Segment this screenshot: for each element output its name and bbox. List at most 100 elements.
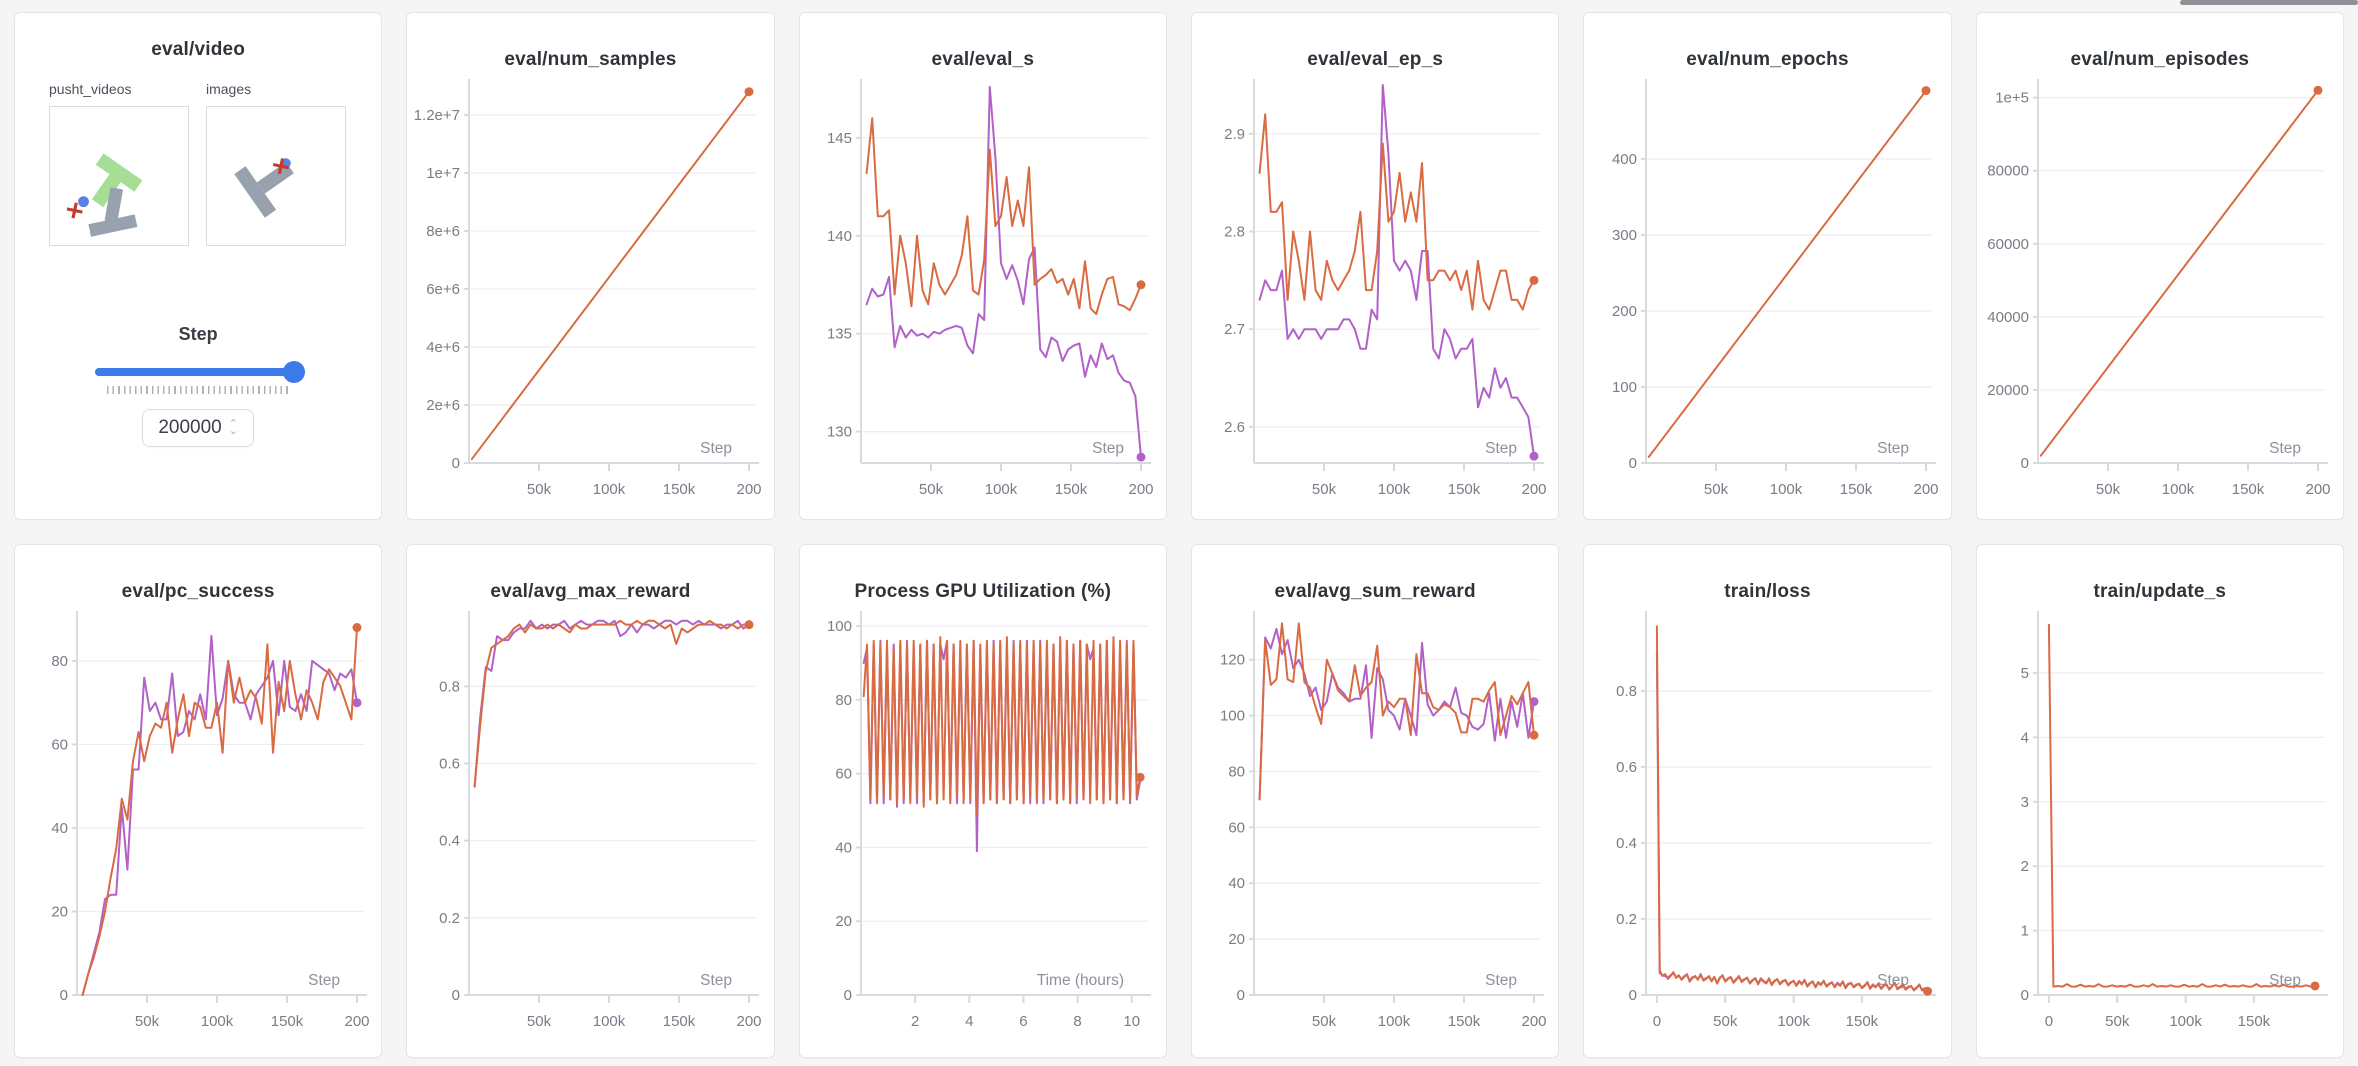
svg-text:50k: 50k bbox=[2096, 481, 2121, 498]
chart-canvas-eval-avg-max-reward[interactable]: 0 0.2 0.4 0.6 0.8 50k 100k 150k 200 Step bbox=[413, 603, 768, 1047]
chart-canvas-eval-pc-success[interactable]: 0 20 40 60 80 50k 100k 150k 200 Step bbox=[21, 603, 376, 1047]
panel-eval-eval-s: eval/eval_s 130 135 140 145 50k 100k 150k 200 St… bbox=[798, 12, 1167, 520]
svg-text:80: 80 bbox=[1228, 763, 1245, 780]
svg-text:100: 100 bbox=[827, 618, 852, 635]
chart-canvas-process-gpu-utilization[interactable]: 0 20 40 60 80 100 2 4 6 8 10 Time (hours) bbox=[805, 603, 1160, 1047]
goal-cross-icon bbox=[272, 158, 289, 175]
svg-text:20000: 20000 bbox=[1988, 382, 2030, 399]
step-slider-track[interactable] bbox=[95, 368, 302, 376]
svg-text:150k: 150k bbox=[663, 481, 696, 498]
svg-text:5: 5 bbox=[2021, 665, 2029, 682]
svg-text:0.4: 0.4 bbox=[1616, 835, 1637, 852]
media-images: images bbox=[206, 81, 346, 246]
step-number-input[interactable]: 200000 ⌃ ⌄ bbox=[142, 409, 255, 447]
svg-text:150k: 150k bbox=[270, 1013, 303, 1030]
svg-text:40000: 40000 bbox=[1988, 309, 2030, 326]
svg-text:140: 140 bbox=[827, 228, 852, 245]
chart-canvas-eval-num-epochs[interactable]: 0 100 200 300 400 50k 100k 150k 200 Step bbox=[1590, 71, 1945, 515]
chart-canvas-eval-eval-ep-s[interactable]: 2.6 2.7 2.8 2.9 50k 100k 150k 200 Step bbox=[1198, 71, 1553, 515]
step-slider[interactable] bbox=[95, 361, 306, 383]
svg-text:4e+6: 4e+6 bbox=[426, 339, 460, 356]
pusht-video-thumbnail[interactable] bbox=[49, 106, 189, 246]
svg-text:0.6: 0.6 bbox=[1616, 759, 1637, 776]
svg-text:50k: 50k bbox=[2106, 1013, 2131, 1030]
svg-text:0.8: 0.8 bbox=[1616, 683, 1637, 700]
svg-text:0.2: 0.2 bbox=[1616, 911, 1637, 928]
svg-text:0: 0 bbox=[1653, 1013, 1661, 1030]
svg-text:Step: Step bbox=[2269, 972, 2301, 989]
images-thumbnail[interactable] bbox=[206, 106, 346, 246]
svg-text:130: 130 bbox=[827, 424, 852, 441]
panel-train-update-s: train/update_s 0 1 2 3 4 5 0 50k 100k 150k Step bbox=[1975, 544, 2344, 1058]
svg-text:100k: 100k bbox=[593, 481, 626, 498]
svg-text:Step: Step bbox=[2269, 440, 2301, 457]
svg-text:150k: 150k bbox=[1447, 1013, 1480, 1030]
step-value: 200000 bbox=[158, 417, 222, 438]
stepper-up-icon[interactable]: ⌃ bbox=[228, 418, 238, 430]
panel-eval-eval-ep-s: eval/eval_ep_s 2.6 2.7 2.8 2.9 50k 100k 150k 20… bbox=[1191, 12, 1560, 520]
panel-eval-num-episodes: eval/num_episodes 0 20000 40000 60000 80000 1… bbox=[1975, 12, 2344, 520]
svg-text:80: 80 bbox=[836, 692, 853, 709]
svg-text:80: 80 bbox=[51, 653, 68, 670]
svg-text:2.6: 2.6 bbox=[1224, 419, 1245, 436]
svg-text:6: 6 bbox=[1020, 1013, 1028, 1030]
svg-text:4: 4 bbox=[2021, 729, 2029, 746]
svg-text:3: 3 bbox=[2021, 794, 2029, 811]
svg-text:2e+6: 2e+6 bbox=[426, 397, 460, 414]
svg-text:200: 200 bbox=[2306, 481, 2331, 498]
green-tee-icon bbox=[91, 153, 143, 208]
svg-text:Time (hours): Time (hours) bbox=[1037, 972, 1124, 989]
panel-process-gpu-utilization: Process GPU Utilization (%) 0 20 40 60 80 100… bbox=[798, 544, 1167, 1058]
svg-text:0: 0 bbox=[1236, 987, 1244, 1004]
svg-text:60: 60 bbox=[1228, 819, 1245, 836]
svg-text:60000: 60000 bbox=[1988, 236, 2030, 253]
svg-text:150k: 150k bbox=[2238, 1013, 2271, 1030]
svg-text:200: 200 bbox=[1521, 1013, 1546, 1030]
chart-title: eval/pc_success bbox=[121, 581, 275, 602]
svg-text:150k: 150k bbox=[1447, 481, 1480, 498]
chart-canvas-eval-avg-sum-reward[interactable]: 0 20 40 60 80 100 120 50k 100k 150k 200 Step bbox=[1198, 603, 1553, 1047]
svg-text:0: 0 bbox=[452, 987, 460, 1004]
svg-text:0.8: 0.8 bbox=[439, 678, 460, 695]
svg-text:10: 10 bbox=[1124, 1013, 1141, 1030]
svg-text:2: 2 bbox=[911, 1013, 919, 1030]
svg-text:6e+6: 6e+6 bbox=[426, 281, 460, 298]
chart-title: eval/num_episodes bbox=[2070, 49, 2250, 70]
svg-text:40: 40 bbox=[1228, 875, 1245, 892]
svg-text:0: 0 bbox=[1629, 987, 1637, 1004]
svg-text:150k: 150k bbox=[663, 1013, 696, 1030]
svg-text:1: 1 bbox=[2021, 923, 2029, 940]
svg-text:0: 0 bbox=[2021, 987, 2029, 1004]
chart-title: eval/avg_sum_reward bbox=[1274, 581, 1476, 602]
svg-text:50k: 50k bbox=[527, 481, 552, 498]
svg-text:Step: Step bbox=[308, 972, 340, 989]
svg-text:100: 100 bbox=[1612, 379, 1637, 396]
svg-text:150k: 150k bbox=[1846, 1013, 1879, 1030]
chart-canvas-eval-num-episodes[interactable]: 0 20000 40000 60000 80000 1e+5 50k 100k 150k 200 S… bbox=[1982, 71, 2337, 515]
chart-canvas-train-update-s[interactable]: 0 1 2 3 4 5 0 50k 100k 150k Step bbox=[1982, 603, 2337, 1047]
svg-text:200: 200 bbox=[1129, 481, 1154, 498]
media-pusht-videos: pusht_videos bbox=[49, 81, 189, 246]
svg-text:60: 60 bbox=[51, 736, 68, 753]
svg-text:50k: 50k bbox=[135, 1013, 160, 1030]
svg-text:135: 135 bbox=[827, 326, 852, 343]
stepper-arrows: ⌃ ⌄ bbox=[228, 418, 238, 437]
svg-text:100k: 100k bbox=[1377, 1013, 1410, 1030]
svg-text:300: 300 bbox=[1612, 227, 1637, 244]
svg-text:0.2: 0.2 bbox=[439, 910, 460, 927]
svg-text:2.7: 2.7 bbox=[1224, 321, 1245, 338]
goal-cross-icon bbox=[66, 202, 83, 219]
svg-text:145: 145 bbox=[827, 130, 852, 147]
stepper-down-icon[interactable]: ⌄ bbox=[228, 425, 238, 437]
svg-text:1.2e+7: 1.2e+7 bbox=[414, 107, 460, 124]
chart-canvas-eval-eval-s[interactable]: 130 135 140 145 50k 100k 150k 200 Step bbox=[805, 71, 1160, 515]
horizontal-scrollbar-thumb[interactable] bbox=[2180, 0, 2358, 5]
svg-text:200: 200 bbox=[736, 1013, 761, 1030]
chart-canvas-eval-num-samples[interactable]: 0 2e+6 4e+6 6e+6 8e+6 1e+7 1.2e+7 50k 100k 150k 20… bbox=[413, 71, 768, 515]
media-label-pusht-videos: pusht_videos bbox=[49, 81, 132, 97]
step-slider-thumb[interactable] bbox=[283, 361, 306, 383]
svg-text:100k: 100k bbox=[200, 1013, 233, 1030]
svg-text:2.9: 2.9 bbox=[1224, 126, 1245, 143]
